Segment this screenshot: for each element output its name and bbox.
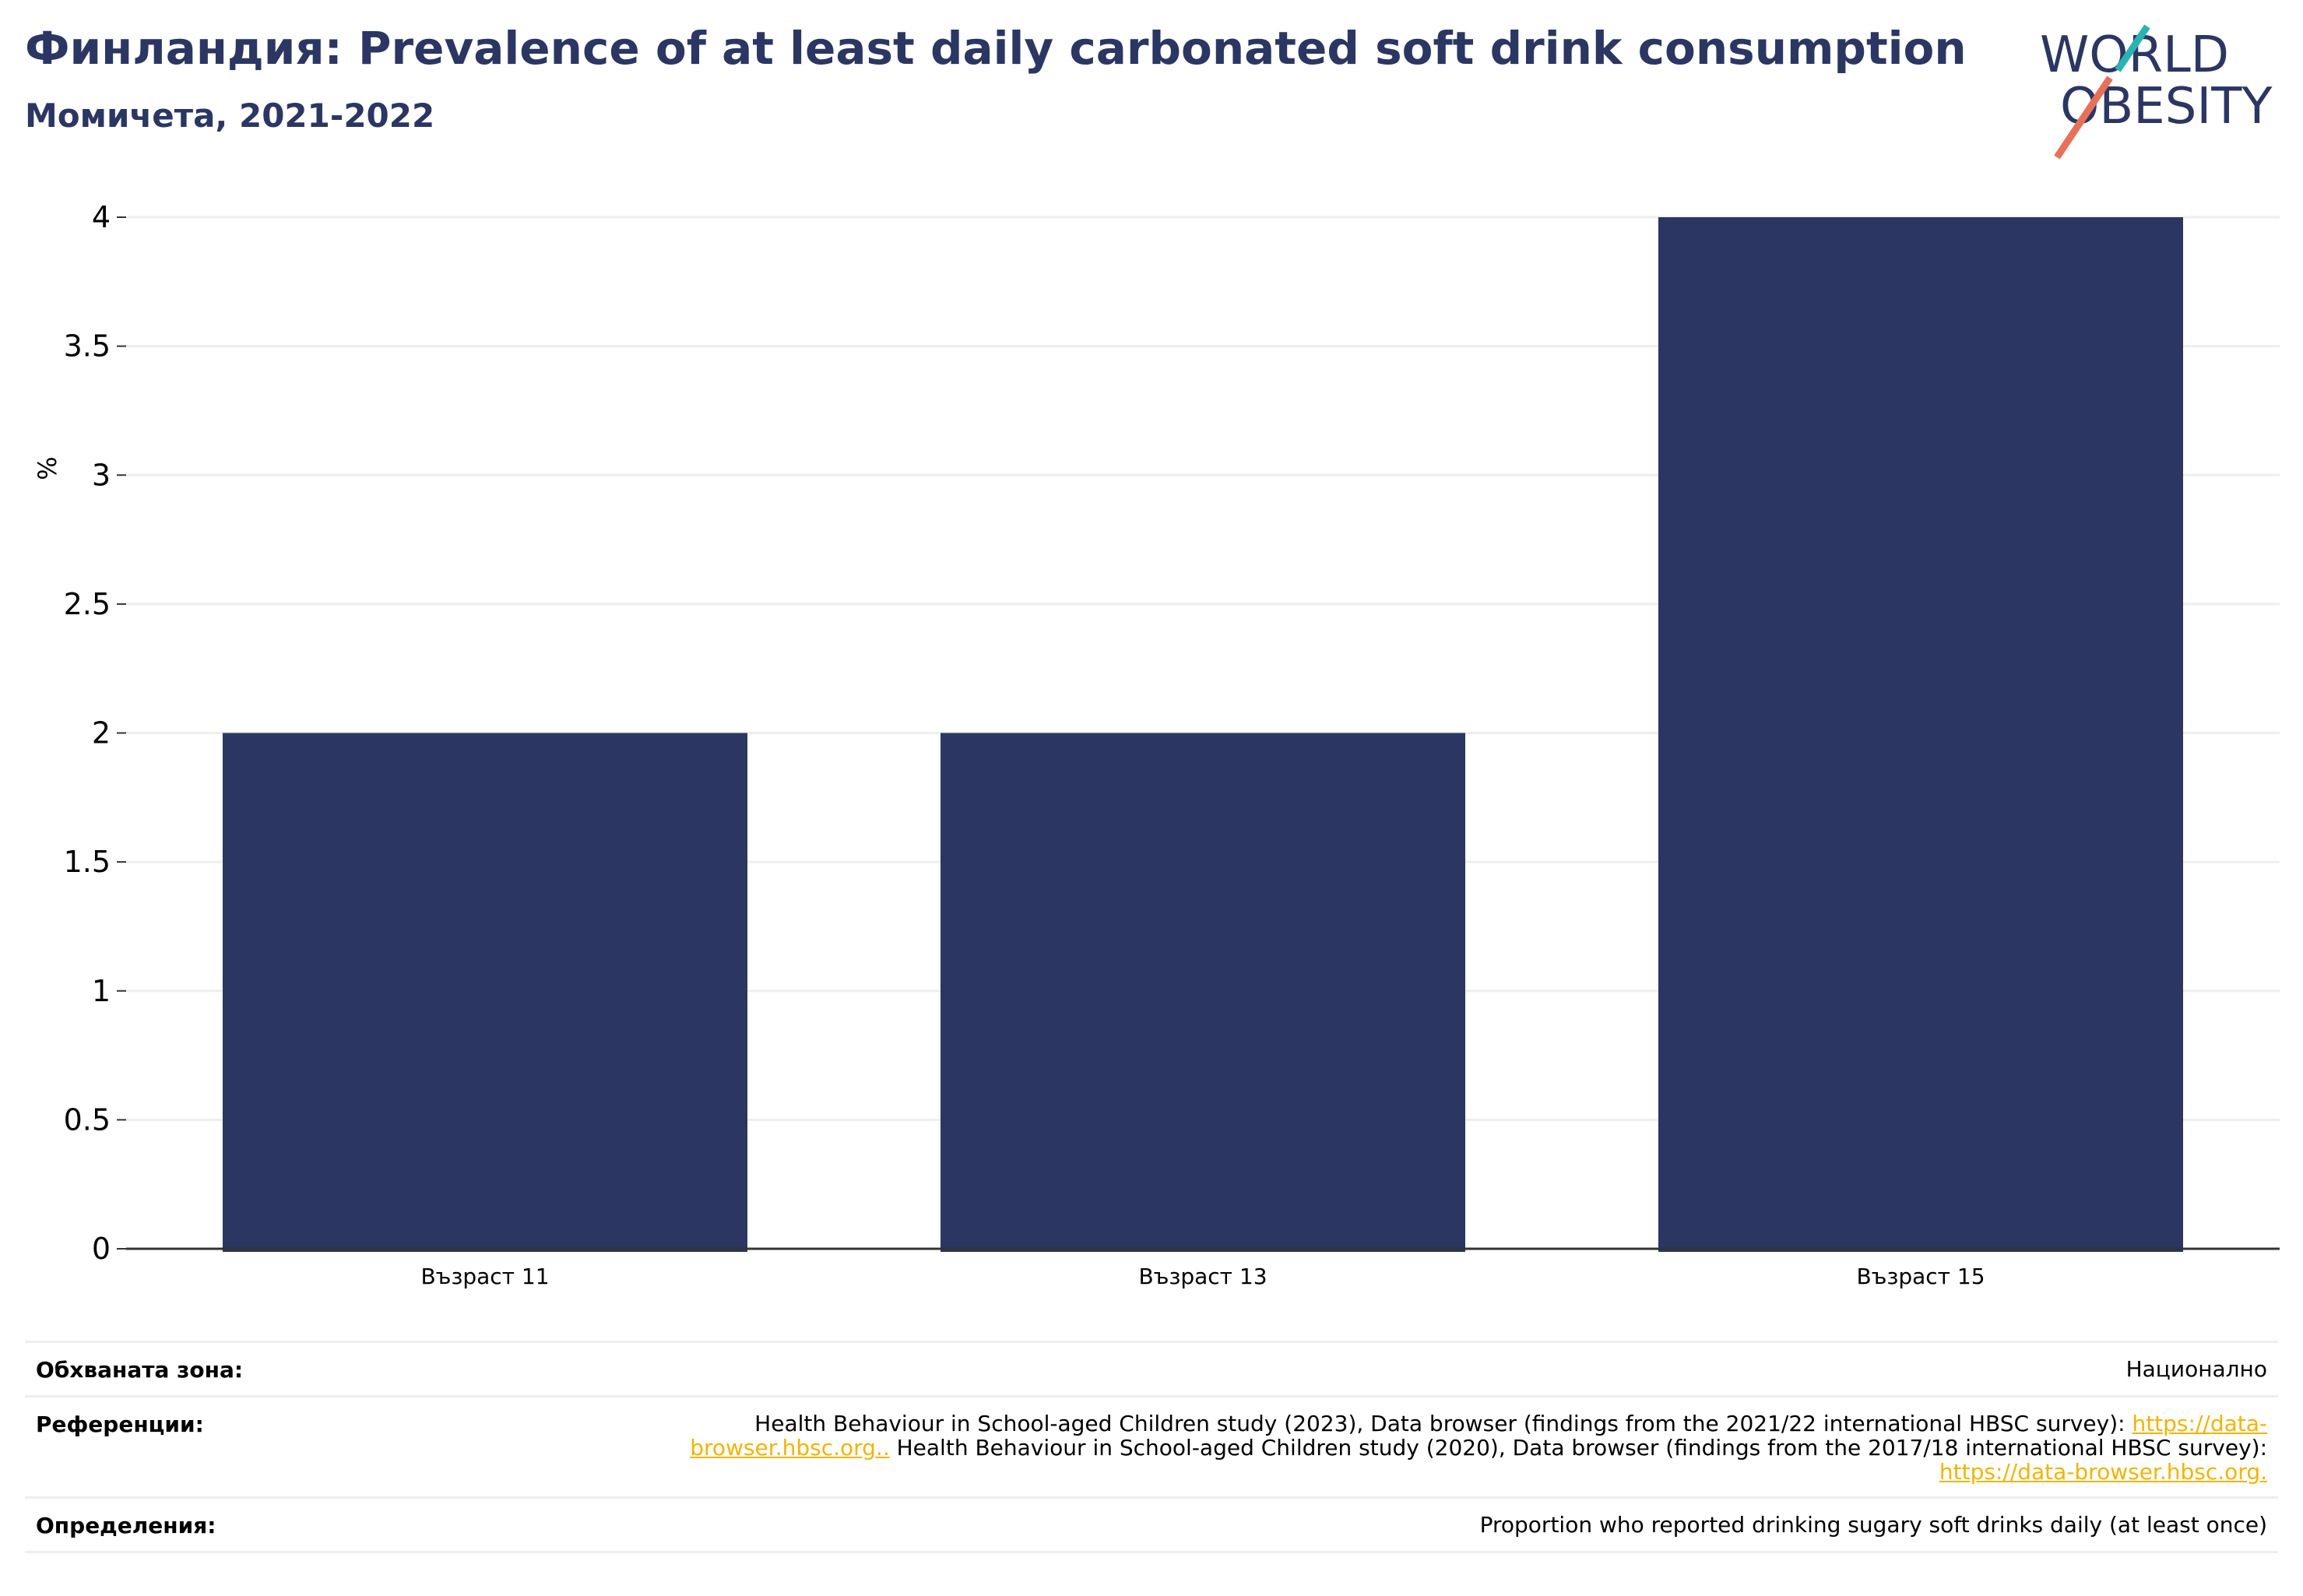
bar <box>941 733 1465 1252</box>
footer-row-definitions: Определения: Proportion who reported dri… <box>25 1496 2278 1553</box>
y-tick-label: 2 <box>92 716 111 751</box>
footer-row-references: Референции: Health Behaviour in School-a… <box>25 1395 2278 1496</box>
y-tick-label: 1.5 <box>64 845 111 879</box>
chart-footer: Обхваната зона: Национално Референции: H… <box>25 1341 2278 1553</box>
logo-word-obesity: OBESITY <box>2060 78 2273 135</box>
coverage-value: Национално <box>2125 1356 2267 1382</box>
y-tick-label: 0 <box>92 1232 111 1266</box>
chart-subtitle: Момичета, 2021-2022 <box>25 97 435 135</box>
y-tick-label: 3.5 <box>64 329 111 364</box>
chart-title: Финландия: Prevalence of at least daily … <box>25 22 1967 75</box>
y-tick-label: 0.5 <box>64 1102 111 1137</box>
reference-1-link[interactable]: https://data-browser.hbsc.org.. <box>690 1411 2267 1461</box>
y-tick-label: 3 <box>92 458 111 492</box>
bar <box>223 733 747 1252</box>
reference-1-text: Health Behaviour in School-aged Children… <box>754 1411 2132 1436</box>
logo-slash-coral <box>2054 76 2113 160</box>
y-tick-label: 1 <box>92 974 111 1008</box>
bar-chart: 0 0.5 1 1.5 2 2.5 3 3.5 4% Възраст 11 Възраст 13 Въ… <box>33 200 2280 1289</box>
x-tick-label: Възраст 13 <box>1138 1264 1267 1289</box>
references-label: Референции: <box>36 1411 204 1437</box>
world-obesity-logo: WORLD OBESITY <box>2040 24 2273 160</box>
definitions-label: Определения: <box>36 1513 216 1538</box>
y-axis-label: % <box>33 456 62 480</box>
logo-slash-teal <box>2115 24 2150 72</box>
definitions-value: Proportion who reported drinking sugary … <box>1479 1512 2267 1538</box>
y-tick-label: 4 <box>92 200 111 234</box>
coverage-label: Обхваната зона: <box>36 1357 244 1383</box>
reference-2-link[interactable]: https://data-browser.hbsc.org. <box>1939 1459 2267 1485</box>
logo-word-world: WORLD <box>2040 26 2229 84</box>
x-tick-label: Възраст 11 <box>420 1264 549 1289</box>
y-tick-label: 2.5 <box>64 587 111 621</box>
x-tick-label: Възраст 15 <box>1856 1264 1985 1289</box>
reference-2-text: Health Behaviour in School-aged Children… <box>889 1435 2267 1461</box>
references-value: Health Behaviour in School-aged Children… <box>632 1411 2267 1484</box>
footer-row-coverage: Обхваната зона: Национално <box>25 1341 2278 1395</box>
bar <box>1658 217 2183 1252</box>
